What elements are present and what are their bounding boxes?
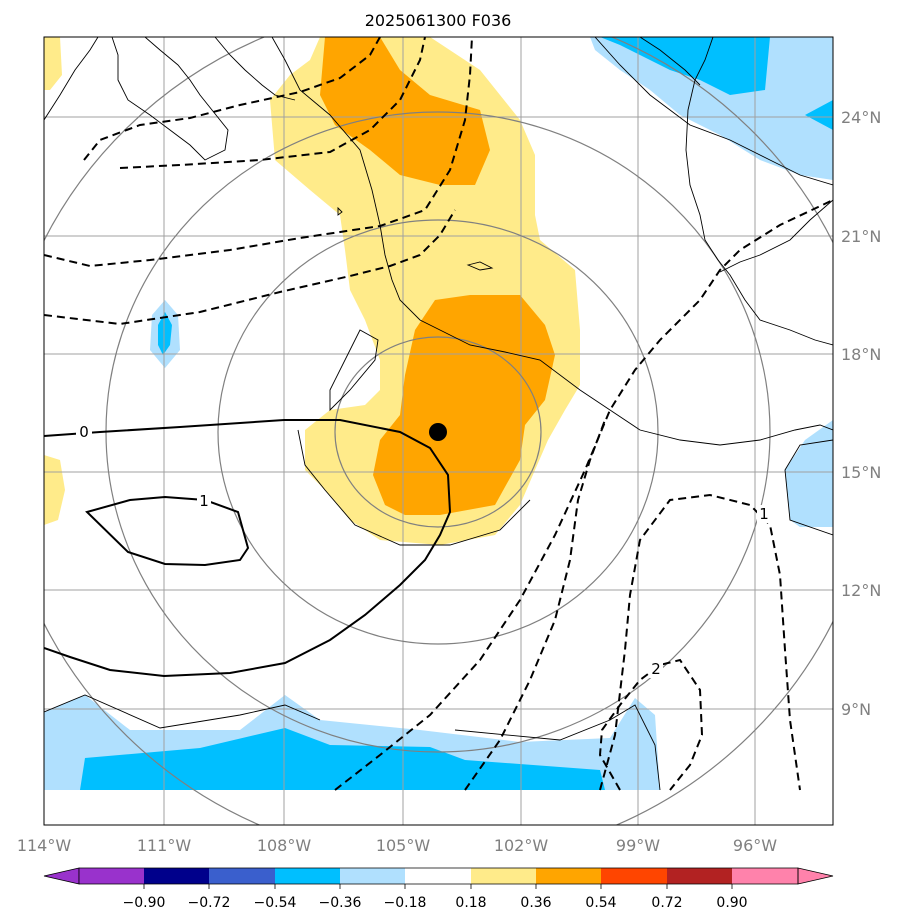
lon-tick-label: 102°W (494, 836, 549, 855)
filled-contours (44, 37, 833, 790)
positive-anomaly-light-nw-edge (44, 37, 62, 90)
dashed-contour-east-3 (599, 493, 801, 791)
colorbar-outline (78, 867, 799, 885)
colorbar-segment (405, 868, 471, 884)
map-title: 2025061300 F036 (365, 11, 512, 30)
texas-inland-coast (639, 37, 701, 86)
colorbar-tick-label: −0.18 (384, 895, 427, 911)
texas-coastline (594, 37, 833, 186)
lat-tick-label: 15°N (841, 463, 881, 482)
positive-anomaly-medium-region-north (320, 37, 490, 185)
colorbar-segment (536, 868, 601, 884)
lon-tick-label: 114°W (17, 836, 72, 855)
gridlines (44, 37, 833, 825)
range-ring (217, 219, 659, 645)
central-america-coast (784, 439, 833, 536)
contour-label-bg (649, 660, 663, 678)
colorbar-segment (275, 868, 340, 884)
colorbar-tick-label: −0.36 (319, 895, 362, 911)
negative-anomaly-medium-ne-edge (805, 100, 833, 130)
dashed-contour-mid (44, 37, 473, 268)
map-frame (43, 36, 834, 826)
lon-tick-labels: 114°W 111°W 108°W 105°W 102°W 99°W 96°W (17, 836, 777, 855)
baja-california-coastline (111, 37, 229, 161)
colorbar-segment (209, 868, 275, 884)
contour-label: 0 (79, 423, 89, 441)
lat-tick-label: 24°N (841, 108, 881, 127)
contour-label: 1 (199, 492, 209, 510)
lon-tick-label: 96°W (733, 836, 777, 855)
islas-marias (466, 261, 494, 271)
colorbar-segment (340, 868, 405, 884)
southern-contour-outline-2 (454, 704, 661, 791)
yucatan-coastline (719, 199, 833, 273)
anomaly-outline-south (297, 429, 531, 546)
colorbar-tick-label: 0.18 (455, 895, 486, 911)
negative-anomaly-light-ne (590, 37, 833, 180)
lat-tick-label: 18°N (841, 345, 881, 364)
contour-label-bg (757, 505, 771, 523)
lon-tick-label: 99°W (616, 836, 660, 855)
dashed-contour-north (83, 37, 381, 161)
dashed-contour-two (598, 658, 704, 791)
colorbar-segment (732, 868, 798, 884)
colorbar: −0.90 −0.72 −0.54 −0.36 −0.18 0.18 0.36 … (43, 867, 834, 911)
lat-tick-labels: 24°N 21°N 18°N 15°N 12°N 9°N (841, 108, 881, 719)
lat-tick-label: 9°N (841, 700, 871, 719)
contour-zero (44, 419, 452, 678)
small-island (337, 206, 343, 216)
mexico-pacific-coastline (271, 37, 833, 446)
contour-label-bg (76, 423, 92, 441)
dashed-contours (44, 37, 833, 791)
negative-anomaly-light-east (785, 420, 833, 527)
dashed-contour-mid-2 (44, 209, 456, 326)
storm-center-marker (429, 423, 447, 441)
contour-labels: 0 1 2 1 (76, 423, 771, 678)
colorbar-extend-high (797, 867, 834, 885)
colorbar-tick-label: 0.54 (585, 895, 616, 911)
colorbar-tick-label: 0.36 (520, 895, 551, 911)
colorbar-tick-label: 0.90 (716, 895, 747, 911)
anomaly-outline-center (329, 329, 379, 412)
map-area: 0 1 2 1 (44, 37, 833, 825)
range-ring (334, 336, 542, 528)
solid-contours (44, 419, 452, 678)
colorbar-tick-label: −0.90 (123, 895, 166, 911)
contour-label: 2 (651, 660, 661, 678)
dashed-contour-east-2 (464, 419, 606, 791)
gulf-of-mexico-coastline (685, 37, 833, 346)
negative-anomaly-medium-south (80, 728, 605, 790)
colorbar-tick-label: −0.54 (254, 895, 297, 911)
colorbar-tick-label: −0.72 (188, 895, 231, 911)
negative-anomaly-medium-west (158, 312, 172, 355)
lon-tick-label: 108°W (257, 836, 312, 855)
contour-one (85, 495, 250, 567)
colorbar-segment (79, 868, 144, 884)
colorbar-segment (144, 868, 209, 884)
positive-anomaly-medium-region-south (373, 295, 555, 515)
lat-tick-label: 12°N (841, 581, 881, 600)
colorbar-segment (667, 868, 732, 884)
lon-tick-label: 111°W (137, 836, 192, 855)
colorbar-extend-low (43, 867, 80, 885)
colorbar-segment (601, 868, 667, 884)
colorbar-tick-label: 0.72 (651, 895, 682, 911)
colorbar-ticks (143, 884, 733, 889)
colorbar-segment (471, 868, 536, 884)
dashed-contour-east-1 (334, 199, 833, 791)
lon-tick-label: 105°W (376, 836, 431, 855)
lat-tick-label: 21°N (841, 227, 881, 246)
contour-label-bg (197, 492, 211, 510)
baja-west-coastline (44, 37, 99, 121)
southern-contour-outline (44, 694, 321, 729)
contour-label: 1 (759, 505, 769, 523)
